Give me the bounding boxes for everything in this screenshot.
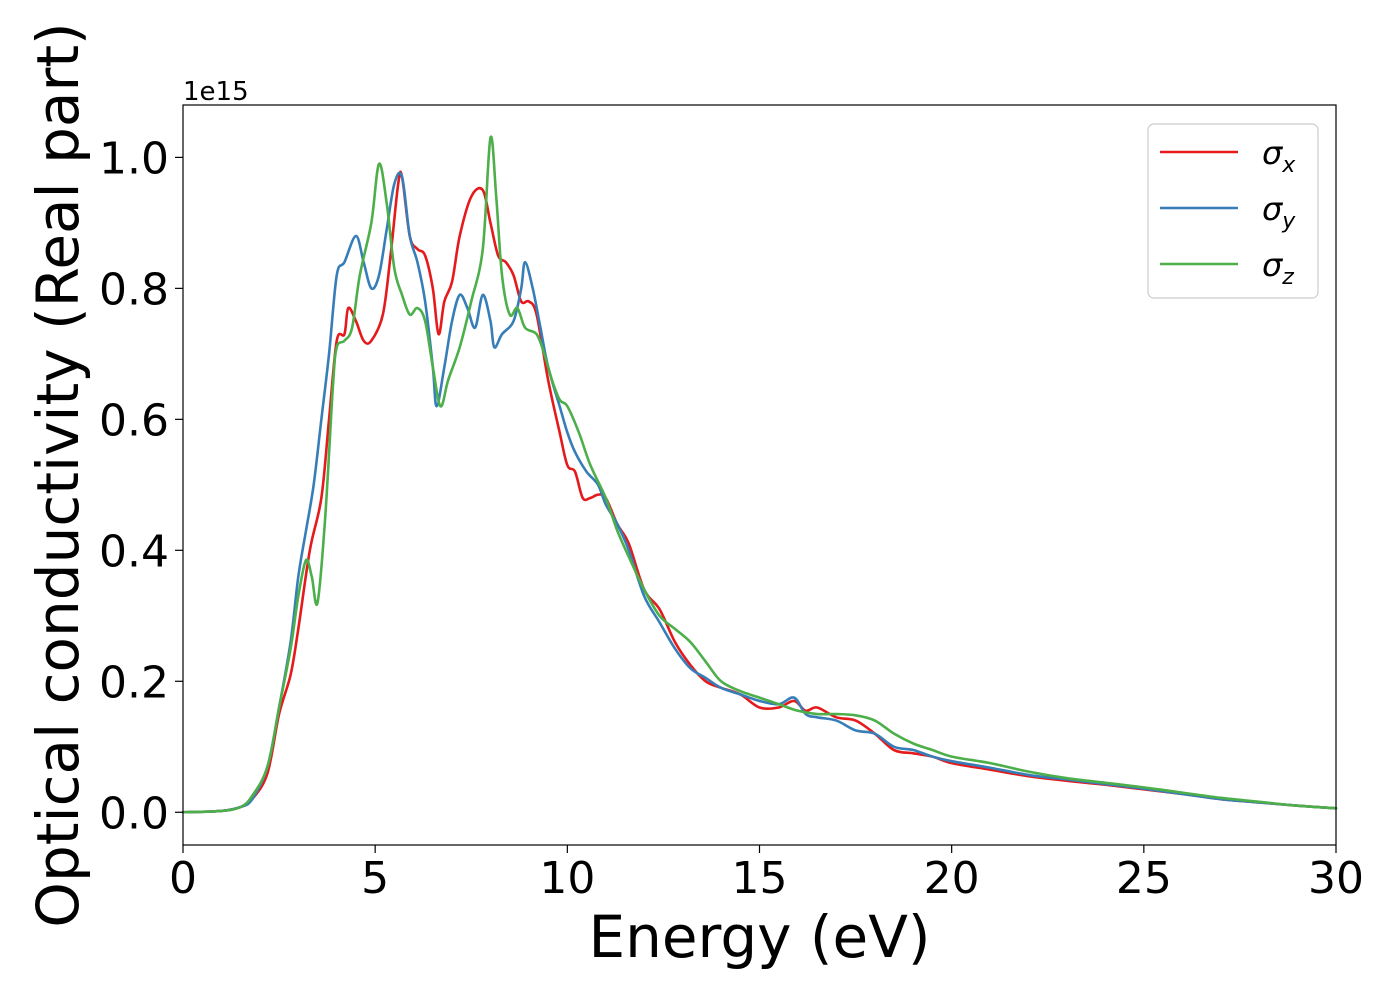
x-tick-label: 15 xyxy=(732,853,788,904)
x-axis-label: Energy (eV) xyxy=(588,903,930,971)
y-tick-label: 0.6 xyxy=(99,395,169,446)
legend-items: σx σy σz xyxy=(1160,134,1296,290)
y-tick-label: 0.8 xyxy=(99,264,169,315)
x-tick-label: 25 xyxy=(1116,853,1172,904)
series-line-z xyxy=(181,135,1338,814)
series-layer xyxy=(181,135,1338,814)
legend: σx σy σz xyxy=(1147,123,1319,299)
y-offset-label: 1e15 xyxy=(183,77,249,107)
y-tick-label: 0.2 xyxy=(99,657,169,708)
series-line-y xyxy=(181,171,1338,814)
x-tick-label: 0 xyxy=(169,853,197,904)
x-axis-ticks: 0 5 10 15 20 25 30 xyxy=(169,845,1364,904)
x-tick-label: 20 xyxy=(924,853,980,904)
legend-label-z: σz xyxy=(1262,246,1294,290)
y-tick-label: 0.4 xyxy=(99,526,169,577)
y-axis-ticks: 0.0 0.2 0.4 0.6 0.8 1.0 xyxy=(99,133,183,839)
y-axis-label: Optical conductivity (Real part) xyxy=(24,22,92,927)
legend-box xyxy=(1147,123,1319,299)
plot-area xyxy=(183,105,1336,845)
x-tick-label: 10 xyxy=(539,853,595,904)
legend-label-x: σx xyxy=(1262,134,1296,178)
y-tick-label: 1.0 xyxy=(99,133,169,184)
series-line-x xyxy=(181,170,1338,814)
x-tick-label: 30 xyxy=(1308,853,1364,904)
x-tick-label: 5 xyxy=(361,853,389,904)
legend-label-y: σy xyxy=(1262,190,1296,234)
y-tick-label: 0.0 xyxy=(99,788,169,839)
